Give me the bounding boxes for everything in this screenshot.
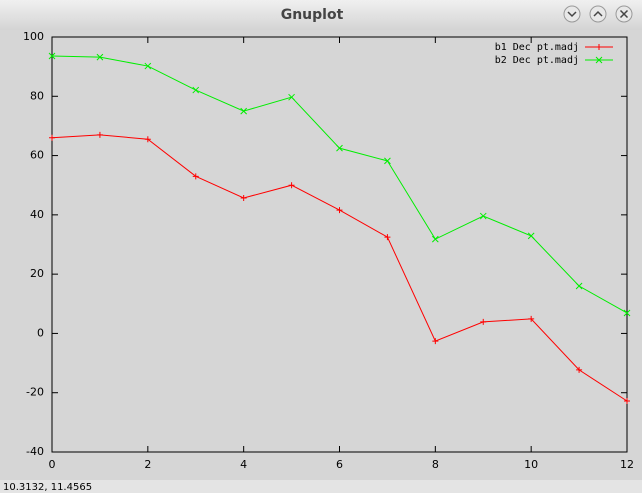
point — [528, 315, 535, 322]
point — [144, 62, 152, 70]
legend-label: b1 Dec pt.madj — [495, 42, 579, 53]
maximize-icon — [593, 10, 603, 17]
legend-marker — [595, 56, 603, 64]
point — [576, 366, 583, 373]
point — [49, 134, 55, 141]
y-tick-label: 100 — [23, 30, 44, 43]
y-tick-label: -40 — [26, 445, 44, 458]
point — [240, 194, 247, 201]
y-tick-label: -20 — [26, 386, 44, 399]
point — [96, 53, 104, 61]
x-tick-label: 10 — [524, 458, 538, 471]
x-tick-label: 12 — [620, 458, 634, 471]
close-icon — [619, 9, 629, 19]
minimize-button[interactable] — [563, 5, 581, 23]
x-tick-label: 2 — [144, 458, 151, 471]
plot: -40 -20 0 20 40 60 80 100 0 2 4 6 8 10 12 b1 Dec pt.mad… — [23, 30, 634, 471]
point — [48, 52, 56, 60]
y-tick-label: 20 — [30, 267, 44, 280]
legend-marker — [596, 44, 602, 50]
point — [623, 309, 631, 317]
point — [480, 318, 487, 325]
y-tick-label: 0 — [37, 326, 44, 339]
point — [192, 173, 199, 180]
legend-label: b2 Dec pt.madj — [495, 55, 579, 66]
point — [336, 207, 343, 214]
point — [144, 136, 151, 143]
minimize-icon — [567, 11, 577, 18]
point — [431, 235, 439, 243]
point — [384, 157, 391, 165]
x-tick-label: 6 — [336, 458, 343, 471]
x-tick-label: 8 — [432, 458, 439, 471]
point — [288, 93, 295, 101]
title-bar — [0, 0, 642, 30]
x-tick-label: 4 — [240, 458, 247, 471]
window-title: Gnuplot — [281, 7, 344, 23]
window-buttons[interactable] — [563, 5, 633, 23]
point — [384, 234, 391, 241]
point — [527, 232, 535, 240]
point — [432, 338, 439, 345]
point — [624, 398, 630, 405]
status-bar — [0, 480, 642, 493]
point — [240, 107, 248, 115]
point — [479, 212, 487, 220]
y-tick-label: 60 — [30, 149, 44, 162]
x-tick-label: 0 — [49, 458, 56, 471]
y-tick-label: 80 — [30, 89, 44, 102]
maximize-button[interactable] — [589, 5, 607, 23]
status-text: 10.3132, 11.4565 — [3, 482, 92, 493]
point — [96, 131, 103, 138]
point — [336, 144, 343, 152]
point — [575, 282, 583, 290]
plot-background — [0, 30, 642, 480]
point — [192, 86, 200, 94]
y-tick-label: 40 — [30, 208, 44, 221]
point — [288, 182, 295, 189]
